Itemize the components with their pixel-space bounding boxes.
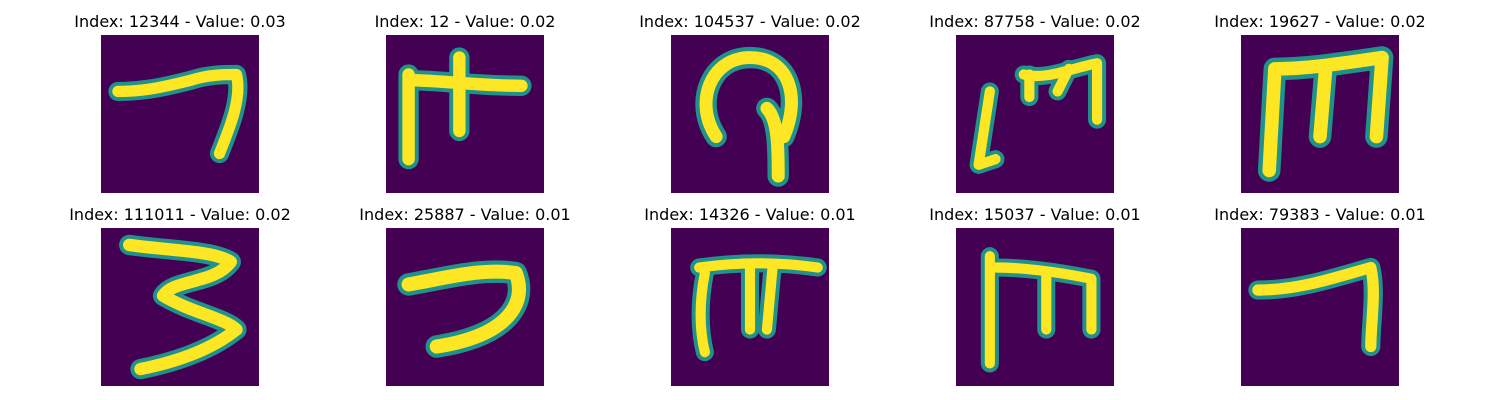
panel-title: Index: 104537 - Value: 0.02 xyxy=(639,12,861,31)
digit-image-pi-like xyxy=(386,35,544,193)
sample-panel-7: Index: 14326 - Value: 0.01 xyxy=(625,205,875,386)
sample-panel-9: Index: 79383 - Value: 0.01 xyxy=(1195,205,1445,386)
sample-panel-8: Index: 15037 - Value: 0.01 xyxy=(910,205,1160,386)
digit-image-m-bracket xyxy=(956,35,1114,193)
panel-title: Index: 12344 - Value: 0.03 xyxy=(74,12,286,31)
digit-image-seven-flat xyxy=(101,35,259,193)
panel-title: Index: 15037 - Value: 0.01 xyxy=(929,205,1141,224)
digit-image-three xyxy=(101,228,259,386)
panel-title: Index: 12 - Value: 0.02 xyxy=(374,12,556,31)
sample-panel-6: Index: 25887 - Value: 0.01 xyxy=(340,205,590,386)
sample-panel-4: Index: 19627 - Value: 0.02 xyxy=(1195,12,1445,193)
sample-panel-3: Index: 87758 - Value: 0.02 xyxy=(910,12,1160,193)
panel-title: Index: 79383 - Value: 0.01 xyxy=(1214,205,1426,224)
panel-title: Index: 14326 - Value: 0.01 xyxy=(644,205,856,224)
digit-image-hook-loop xyxy=(671,35,829,193)
digit-image-hook-curve xyxy=(386,228,544,386)
panel-title: Index: 19627 - Value: 0.02 xyxy=(1214,12,1426,31)
panel-title: Index: 111011 - Value: 0.02 xyxy=(69,205,291,224)
sample-panel-0: Index: 12344 - Value: 0.03 xyxy=(55,12,305,193)
sample-panel-5: Index: 111011 - Value: 0.02 xyxy=(55,205,305,386)
sample-panel-2: Index: 104537 - Value: 0.02 xyxy=(625,12,875,193)
digit-image-pi-tall xyxy=(671,228,829,386)
digit-image-seven-slim xyxy=(1241,228,1399,386)
panel-title: Index: 25887 - Value: 0.01 xyxy=(359,205,571,224)
digit-image-m-bold xyxy=(1241,35,1399,193)
sample-panel-1: Index: 12 - Value: 0.02 xyxy=(340,12,590,193)
panel-title: Index: 87758 - Value: 0.02 xyxy=(929,12,1141,31)
digit-image-m-tall xyxy=(956,228,1114,386)
